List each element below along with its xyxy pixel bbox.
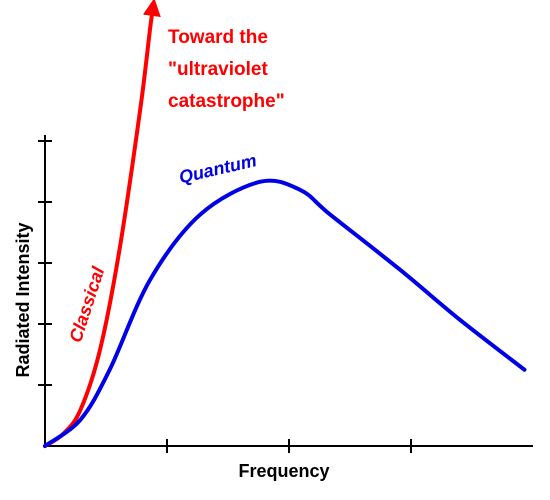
annotation: Toward the — [168, 27, 268, 48]
y-axis-label: Radiated Intensity — [13, 222, 33, 377]
series-label: Quantum — [177, 150, 258, 187]
annotation: catastrophe" — [168, 91, 285, 112]
series-line — [43, 0, 161, 448]
annotation: "ultraviolet — [168, 59, 268, 80]
x-axis-label: Frequency — [238, 461, 329, 481]
series-line — [43, 178, 527, 448]
